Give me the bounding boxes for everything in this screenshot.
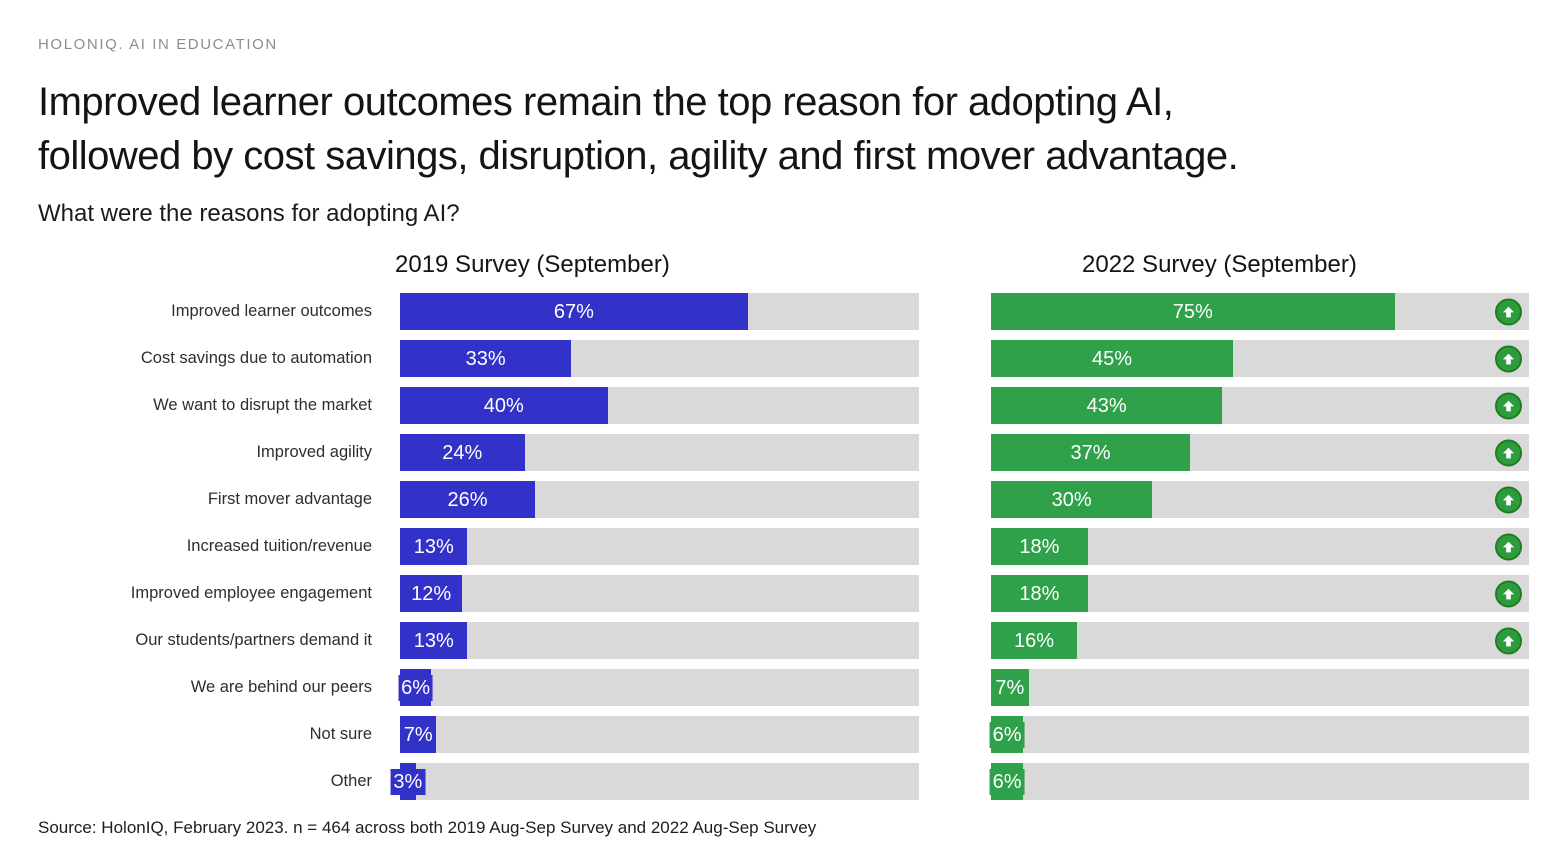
chart-row: Increased tuition/revenue 13% 18% — [38, 528, 1529, 565]
bar-value-label: 45% — [1089, 345, 1136, 372]
bar-value-label: 13% — [410, 533, 457, 560]
up-arrow-icon — [1495, 486, 1522, 513]
bar-track-2019: 12% — [400, 575, 919, 612]
bar-value-label: 12% — [408, 580, 455, 607]
bar-value-label: 7% — [400, 721, 436, 748]
column-headers: 2019 Survey (September) 2022 Survey (Sep… — [38, 251, 1529, 283]
bar-value-label: 18% — [1016, 533, 1063, 560]
category-label: Increased tuition/revenue — [186, 537, 372, 555]
category-label: Our students/partners demand it — [135, 631, 372, 649]
up-arrow-icon — [1495, 439, 1522, 466]
bar-value-label: 30% — [1048, 486, 1095, 513]
bar-value-label: 13% — [410, 627, 457, 654]
chart-row: Other 3% 6% — [38, 763, 1529, 800]
category-label: Improved agility — [256, 443, 372, 461]
page-title: Improved learner outcomes remain the top… — [38, 75, 1529, 183]
brand-eyebrow: HOLONIQ. AI IN EDUCATION — [38, 36, 278, 53]
bar-value-label: 43% — [1083, 392, 1130, 419]
bar-value-label: 37% — [1067, 439, 1114, 466]
chart-row: First mover advantage 26% 30% — [38, 481, 1529, 518]
bar-track-2019: 13% — [400, 622, 919, 659]
chart-row: Improved agility 24% 37% — [38, 434, 1529, 471]
bar-track-2022: 30% — [991, 481, 1529, 518]
bar-value-label: 16% — [1011, 627, 1058, 654]
chart-row: Cost savings due to automation 33% 45% — [38, 340, 1529, 377]
up-arrow-icon — [1495, 392, 1522, 419]
bar-track-2019: 6% — [398, 669, 919, 706]
category-label: Improved employee engagement — [130, 584, 372, 602]
comparison-bar-chart: Improved learner outcomes 67% 75% Cost savi… — [38, 293, 1529, 800]
bar-track-2019: 24% — [400, 434, 919, 471]
bar-track-2019: 7% — [400, 716, 919, 753]
bar-track-2022: 6% — [989, 763, 1529, 800]
bar-track-2022: 18% — [991, 575, 1529, 612]
up-arrow-icon — [1495, 627, 1522, 654]
title-line-1: Improved learner outcomes remain the top… — [38, 80, 1174, 124]
bar-track-2022: 18% — [991, 528, 1529, 565]
category-label: Not sure — [309, 725, 372, 743]
column-header-2019: 2019 Survey (September) — [395, 251, 670, 278]
title-line-2: followed by cost savings, disruption, ag… — [38, 134, 1239, 178]
up-arrow-icon — [1495, 298, 1522, 325]
chart-question: What were the reasons for adopting AI? — [38, 200, 460, 227]
bar-value-label: 40% — [480, 392, 527, 419]
bar-value-label: 3% — [390, 768, 426, 795]
bar-track-2022: 75% — [991, 293, 1529, 330]
category-label: We want to disrupt the market — [153, 396, 372, 414]
category-label: First mover advantage — [207, 490, 372, 508]
chart-row: Our students/partners demand it 13% 16% — [38, 622, 1529, 659]
up-arrow-icon — [1495, 580, 1522, 607]
chart-row: Improved employee engagement 12% 18% — [38, 575, 1529, 612]
category-label: Other — [330, 772, 372, 790]
bar-value-label: 6% — [989, 721, 1025, 748]
bar-value-label: 18% — [1016, 580, 1063, 607]
bar-track-2019: 13% — [400, 528, 919, 565]
up-arrow-icon — [1495, 533, 1522, 560]
up-arrow-icon — [1495, 345, 1522, 372]
bar-value-label: 67% — [550, 298, 597, 325]
chart-row: We want to disrupt the market 40% 43% — [38, 387, 1529, 424]
bar-value-label: 33% — [462, 345, 509, 372]
bar-track-2019: 40% — [400, 387, 919, 424]
category-label: Cost savings due to automation — [140, 349, 372, 367]
bar-track-2022: 6% — [989, 716, 1529, 753]
category-label: Improved learner outcomes — [171, 302, 372, 320]
chart-row: Improved learner outcomes 67% 75% — [38, 293, 1529, 330]
bar-track-2019: 3% — [390, 763, 919, 800]
bar-value-label: 6% — [398, 674, 434, 701]
bar-track-2022: 43% — [991, 387, 1529, 424]
bar-track-2019: 33% — [400, 340, 919, 377]
bar-value-label: 6% — [989, 768, 1025, 795]
bar-value-label: 75% — [1169, 298, 1216, 325]
bar-track-2022: 37% — [991, 434, 1529, 471]
source-note: Source: HolonIQ, February 2023. n = 464 … — [38, 818, 817, 837]
category-label: We are behind our peers — [190, 678, 372, 696]
column-header-2022: 2022 Survey (September) — [1082, 251, 1357, 278]
bar-track-2022: 7% — [991, 669, 1529, 706]
bar-track-2022: 16% — [991, 622, 1529, 659]
bar-track-2022: 45% — [991, 340, 1529, 377]
bar-track-2019: 67% — [400, 293, 919, 330]
bar-track-2019: 26% — [400, 481, 919, 518]
bar-value-label: 7% — [992, 674, 1028, 701]
chart-row: We are behind our peers 6% 7% — [38, 669, 1529, 706]
bar-value-label: 24% — [439, 439, 486, 466]
chart-row: Not sure 7% 6% — [38, 716, 1529, 753]
bar-value-label: 26% — [444, 486, 491, 513]
